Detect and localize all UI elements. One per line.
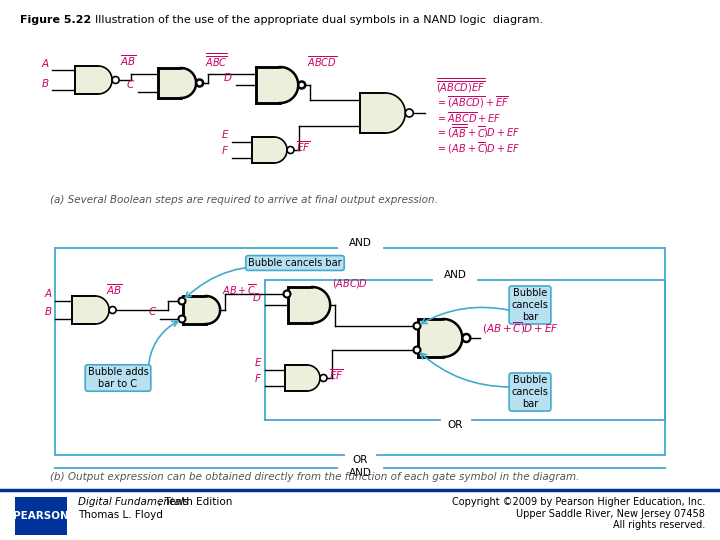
Bar [360, 93, 385, 133]
Polygon shape [181, 68, 196, 98]
Circle shape [405, 109, 413, 117]
Circle shape [109, 307, 116, 314]
Text: Bubble
cancels
bar: Bubble cancels bar [512, 288, 549, 322]
Text: Digital Fundamentals: Digital Fundamentals [78, 497, 189, 507]
Bar [158, 68, 181, 98]
Polygon shape [280, 67, 298, 103]
Text: AND: AND [348, 468, 372, 478]
Bar [252, 137, 274, 163]
Polygon shape [312, 287, 330, 323]
Text: F: F [222, 146, 228, 156]
Polygon shape [98, 66, 112, 94]
Text: , Tenth Edition: , Tenth Edition [158, 497, 233, 507]
Bar [256, 67, 280, 103]
Text: $\overline{\overline{(ABCD)EF}}$: $\overline{\overline{(ABCD)EF}}$ [436, 76, 485, 95]
Text: $\overline{AB}$: $\overline{AB}$ [120, 53, 137, 68]
Text: Copyright ©2009 by Pearson Higher Education, Inc.
Upper Saddle River, New Jersey: Copyright ©2009 by Pearson Higher Educat… [451, 497, 705, 530]
Text: OR: OR [447, 420, 463, 430]
Polygon shape [206, 296, 220, 324]
Text: $\overline{ABCD}$: $\overline{ABCD}$ [307, 54, 338, 69]
Bar [418, 319, 444, 357]
Circle shape [413, 347, 420, 354]
Text: B: B [42, 79, 49, 89]
Text: $= \overline{(ABCD)} + \overline{EF}$: $= \overline{(ABCD)} + \overline{EF}$ [436, 94, 509, 110]
Circle shape [287, 146, 294, 153]
Text: A: A [42, 59, 49, 69]
Circle shape [112, 77, 119, 84]
Text: Thomas L. Floyd: Thomas L. Floyd [78, 510, 163, 520]
Bar [288, 287, 312, 323]
Text: $\overline{EF}$: $\overline{EF}$ [296, 139, 310, 154]
Text: $= \overline{ABCD} + EF$: $= \overline{ABCD} + EF$ [436, 110, 502, 125]
Polygon shape [385, 93, 405, 133]
Circle shape [298, 82, 305, 89]
Polygon shape [444, 319, 462, 357]
Polygon shape [274, 137, 287, 163]
Text: $(ABC)D$: $(ABC)D$ [332, 277, 368, 290]
Circle shape [413, 322, 420, 329]
Text: Bubble adds
bar to C: Bubble adds bar to C [88, 367, 148, 389]
Circle shape [320, 375, 327, 381]
Bar [75, 66, 98, 94]
Text: (a) Several Boolean steps are required to arrive at final output expression.: (a) Several Boolean steps are required t… [50, 195, 438, 205]
Text: AND: AND [444, 270, 467, 280]
Text: AND: AND [348, 238, 372, 248]
Text: D: D [224, 73, 232, 83]
Polygon shape [307, 365, 320, 391]
Text: Bubble
cancels
bar: Bubble cancels bar [512, 375, 549, 409]
Text: $= (AB + \overline{C})D + EF$: $= (AB + \overline{C})D + EF$ [436, 140, 520, 156]
Text: Illustration of the use of the appropriate dual symbols in a NAND logic  diagram: Illustration of the use of the appropria… [88, 15, 543, 25]
Text: F: F [255, 374, 261, 384]
Text: $\overline{\overline{ABC}}$: $\overline{\overline{ABC}}$ [205, 51, 228, 69]
Text: PEARSON: PEARSON [13, 511, 69, 521]
Text: Bubble cancels bar: Bubble cancels bar [248, 258, 342, 268]
Text: $AB + \overline{C}$: $AB + \overline{C}$ [222, 282, 257, 297]
Bar [285, 365, 307, 391]
Bar [183, 296, 206, 324]
Text: $\overline{AB}$: $\overline{AB}$ [106, 282, 123, 297]
Text: E: E [254, 358, 261, 368]
Text: B: B [45, 307, 52, 317]
Text: E: E [222, 130, 228, 140]
Bar [15, 497, 67, 535]
Circle shape [179, 315, 186, 322]
Text: $(AB + \overline{C})D + EF$: $(AB + \overline{C})D + EF$ [482, 320, 559, 336]
Text: (b) Output expression can be obtained directly from the function of each gate sy: (b) Output expression can be obtained di… [50, 472, 580, 482]
Text: $\overline{EF}$: $\overline{EF}$ [329, 367, 343, 382]
Circle shape [179, 298, 186, 305]
Circle shape [462, 334, 470, 342]
Text: $= (\overline{\overline{AB}} + \overline{C})D + EF$: $= (\overline{\overline{AB}} + \overline… [436, 122, 520, 140]
Polygon shape [95, 296, 109, 324]
Text: C: C [127, 80, 134, 90]
Bar [72, 296, 95, 324]
Text: A: A [45, 289, 52, 299]
Text: D: D [253, 293, 261, 303]
Circle shape [196, 79, 203, 86]
Circle shape [284, 291, 290, 298]
Text: C: C [149, 307, 156, 317]
Text: Figure 5.22: Figure 5.22 [20, 15, 91, 25]
Text: OR: OR [352, 455, 368, 465]
